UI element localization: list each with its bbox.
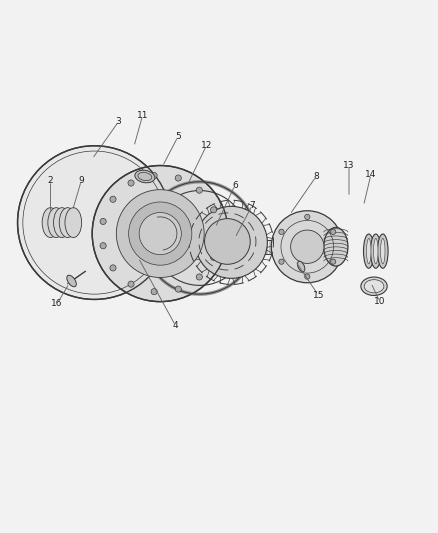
Ellipse shape <box>364 280 383 293</box>
Text: 5: 5 <box>174 133 180 141</box>
Circle shape <box>151 288 157 295</box>
Ellipse shape <box>377 234 387 268</box>
Text: 9: 9 <box>78 176 84 185</box>
Circle shape <box>175 286 181 292</box>
Text: 8: 8 <box>312 172 318 181</box>
Text: 10: 10 <box>373 297 385 306</box>
Ellipse shape <box>134 170 155 183</box>
Circle shape <box>278 229 283 235</box>
Circle shape <box>139 213 181 255</box>
Ellipse shape <box>297 261 304 272</box>
Circle shape <box>100 219 106 224</box>
Ellipse shape <box>65 208 81 238</box>
Circle shape <box>210 207 216 213</box>
Circle shape <box>110 196 116 203</box>
Circle shape <box>195 206 267 278</box>
Text: 11: 11 <box>137 110 148 119</box>
Text: 14: 14 <box>364 170 376 179</box>
Circle shape <box>128 281 134 287</box>
Ellipse shape <box>380 238 384 264</box>
Circle shape <box>196 187 202 193</box>
Circle shape <box>330 259 335 264</box>
Text: 4: 4 <box>173 321 178 330</box>
Ellipse shape <box>370 234 380 268</box>
Text: 15: 15 <box>312 290 323 300</box>
Text: 7: 7 <box>249 200 255 209</box>
Text: 16: 16 <box>51 300 63 308</box>
Circle shape <box>271 211 343 282</box>
Text: 6: 6 <box>231 181 237 190</box>
Circle shape <box>210 254 216 261</box>
Circle shape <box>100 243 106 249</box>
Circle shape <box>330 229 335 235</box>
Circle shape <box>110 265 116 271</box>
Ellipse shape <box>53 208 70 238</box>
Circle shape <box>151 173 157 179</box>
Ellipse shape <box>360 277 386 295</box>
Circle shape <box>215 230 221 237</box>
Circle shape <box>18 146 171 300</box>
Ellipse shape <box>42 208 59 238</box>
Circle shape <box>128 180 134 186</box>
Ellipse shape <box>323 228 347 266</box>
Ellipse shape <box>373 238 377 264</box>
Circle shape <box>290 230 323 263</box>
Ellipse shape <box>67 275 76 287</box>
Ellipse shape <box>366 238 370 264</box>
Text: 2: 2 <box>48 176 53 185</box>
Text: 12: 12 <box>200 141 212 150</box>
Circle shape <box>92 166 228 302</box>
Circle shape <box>278 259 283 264</box>
Circle shape <box>116 190 204 278</box>
Text: 3: 3 <box>115 117 121 126</box>
Ellipse shape <box>59 208 76 238</box>
Circle shape <box>304 274 309 279</box>
Circle shape <box>128 202 191 265</box>
Circle shape <box>204 219 250 264</box>
Ellipse shape <box>363 234 373 268</box>
Ellipse shape <box>48 208 64 238</box>
Circle shape <box>196 274 202 280</box>
Text: 13: 13 <box>343 161 354 170</box>
Circle shape <box>175 175 181 181</box>
Circle shape <box>304 214 309 220</box>
